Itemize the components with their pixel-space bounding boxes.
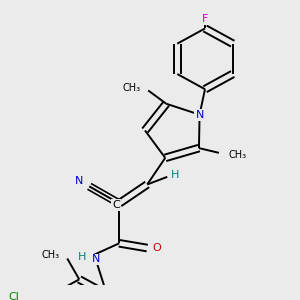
Text: C: C — [112, 200, 120, 210]
Text: N: N — [75, 176, 83, 186]
Text: O: O — [153, 243, 162, 253]
Text: CH₃: CH₃ — [122, 82, 140, 93]
Text: Cl: Cl — [9, 292, 20, 300]
Text: CH₃: CH₃ — [41, 250, 59, 260]
Text: H: H — [171, 170, 179, 180]
Text: CH₃: CH₃ — [229, 150, 247, 160]
Text: N: N — [195, 110, 204, 120]
Text: H: H — [78, 252, 86, 262]
Text: F: F — [202, 14, 208, 24]
Text: N: N — [92, 254, 100, 264]
